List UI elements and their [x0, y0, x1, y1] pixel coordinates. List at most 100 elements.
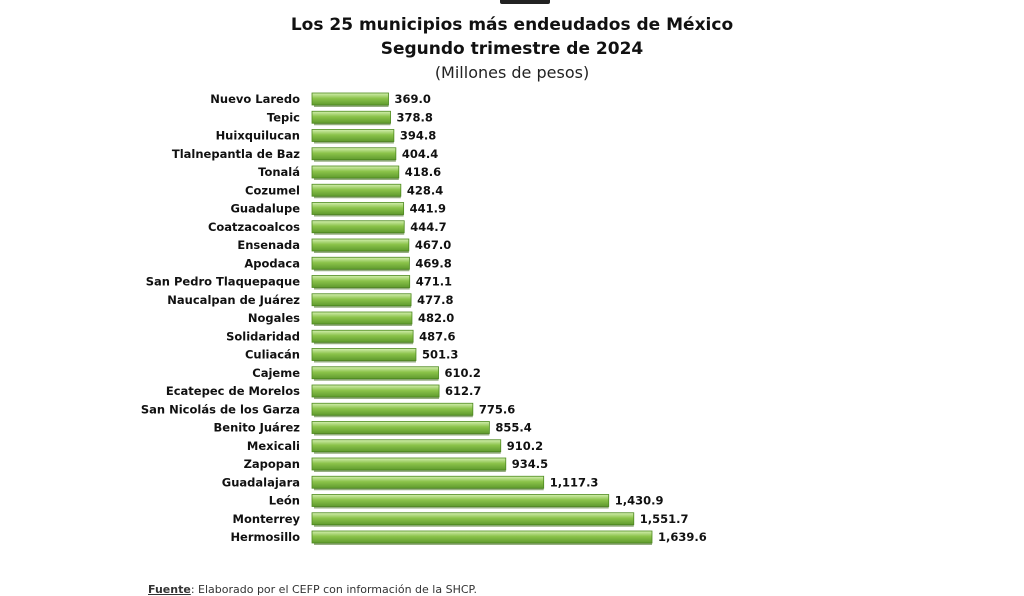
chart-title: Los 25 municipios más endeudados de Méxi…: [290, 15, 734, 35]
value-label: 1,639.6: [658, 530, 707, 544]
category-label: Culiacán: [245, 348, 300, 362]
category-label: Cozumel: [245, 183, 300, 197]
bar: [311, 238, 410, 252]
chart-unit-label: (Millones de pesos): [434, 63, 590, 82]
bar: [311, 475, 545, 489]
bar: [311, 220, 405, 234]
category-label: San Nicolás de los Garza: [141, 402, 300, 416]
bar: [311, 512, 635, 526]
category-label: Hermosillo: [230, 530, 300, 544]
value-label: 487.6: [419, 329, 455, 343]
bar-shadow: [314, 433, 490, 436]
category-label: Coatzacoalcos: [208, 220, 300, 234]
bar: [311, 147, 397, 161]
value-label: 775.6: [479, 402, 515, 416]
value-label: 469.8: [415, 256, 451, 270]
value-label: 482.0: [418, 311, 454, 325]
chart-subtitle: Segundo trimestre de 2024: [380, 39, 644, 59]
category-label: Tepic: [267, 110, 300, 124]
category-label: Cajeme: [252, 366, 300, 380]
bar-shadow: [314, 159, 396, 162]
value-label: 444.7: [410, 220, 446, 234]
bar-shadow: [314, 342, 414, 345]
bar: [311, 256, 410, 270]
category-label: Tlalnepantla de Baz: [172, 147, 300, 161]
value-label: 369.0: [395, 92, 431, 106]
category-label: Tonalá: [258, 165, 300, 179]
value-label: 418.6: [405, 165, 441, 179]
value-label: 471.1: [416, 275, 452, 289]
bar: [311, 129, 395, 142]
bar: [311, 183, 402, 197]
bar-shadow: [314, 324, 412, 326]
value-label: 855.4: [495, 421, 531, 435]
value-label: 404.4: [402, 147, 438, 161]
value-label: 1,551.7: [640, 512, 689, 526]
value-label: 610.2: [445, 366, 481, 380]
bar-shadow: [314, 451, 501, 454]
value-label: 477.8: [417, 293, 453, 307]
category-label: Nuevo Laredo: [210, 92, 300, 106]
bar-shadow: [314, 105, 389, 107]
value-label: 501.3: [422, 348, 458, 362]
category-label: Huixquilucan: [216, 129, 300, 143]
bar-shadow: [314, 214, 404, 217]
value-label: 612.7: [445, 384, 481, 398]
bar-shadow: [314, 269, 410, 272]
bar-shadow: [314, 232, 405, 235]
category-label: Solidaridad: [226, 329, 300, 343]
bar: [311, 329, 414, 343]
bar: [311, 530, 653, 544]
bar-shadow: [314, 360, 416, 363]
value-label: 1,430.9: [615, 494, 664, 508]
value-label: 1,117.3: [550, 475, 599, 489]
bar-shadow: [314, 196, 401, 199]
value-label: 934.5: [512, 457, 548, 471]
bar-shadow: [314, 141, 394, 144]
category-label: Mexicali: [247, 439, 300, 453]
bar: [311, 202, 405, 215]
value-label: 428.4: [407, 183, 443, 197]
bar: [311, 311, 413, 325]
category-label: Monterrey: [233, 512, 301, 526]
bar: [311, 110, 391, 124]
category-label: Apodaca: [244, 256, 300, 270]
bar: [311, 402, 474, 416]
value-label: 467.0: [415, 238, 451, 252]
bar-shadow: [314, 251, 409, 253]
bar: [311, 494, 610, 507]
bar-shadow: [314, 178, 399, 180]
category-label: San Pedro Tlaquepaque: [146, 275, 300, 289]
bar-shadow: [314, 470, 506, 472]
category-label: Ensenada: [237, 238, 300, 252]
bar: [311, 421, 490, 434]
category-label: Guadalupe: [230, 202, 300, 216]
category-label: Guadalajara: [222, 475, 300, 489]
bar: [311, 348, 417, 361]
bar-shadow: [314, 543, 652, 545]
value-label: 910.2: [507, 439, 543, 453]
bar-shadow: [314, 506, 609, 509]
category-label: Ecatepec de Morelos: [166, 384, 300, 398]
bar: [311, 439, 502, 453]
bar: [311, 165, 400, 179]
bar-shadow: [314, 415, 473, 418]
value-label: 378.8: [397, 110, 433, 124]
value-label: 394.8: [400, 129, 436, 143]
category-label: Naucalpan de Juárez: [167, 293, 300, 307]
bar: [311, 275, 411, 288]
category-label: León: [269, 494, 300, 508]
header-decoration: [500, 0, 550, 4]
bar: [311, 293, 412, 307]
bar-shadow: [314, 378, 439, 381]
bar-shadow: [314, 488, 544, 491]
category-label: Benito Juárez: [214, 421, 301, 435]
bar-shadow: [314, 123, 391, 126]
bar: [311, 457, 507, 471]
category-label: Zapopan: [244, 457, 300, 471]
bar: [311, 92, 389, 106]
bar: [311, 366, 439, 380]
value-label: 441.9: [410, 202, 446, 216]
bar-shadow: [314, 524, 634, 527]
